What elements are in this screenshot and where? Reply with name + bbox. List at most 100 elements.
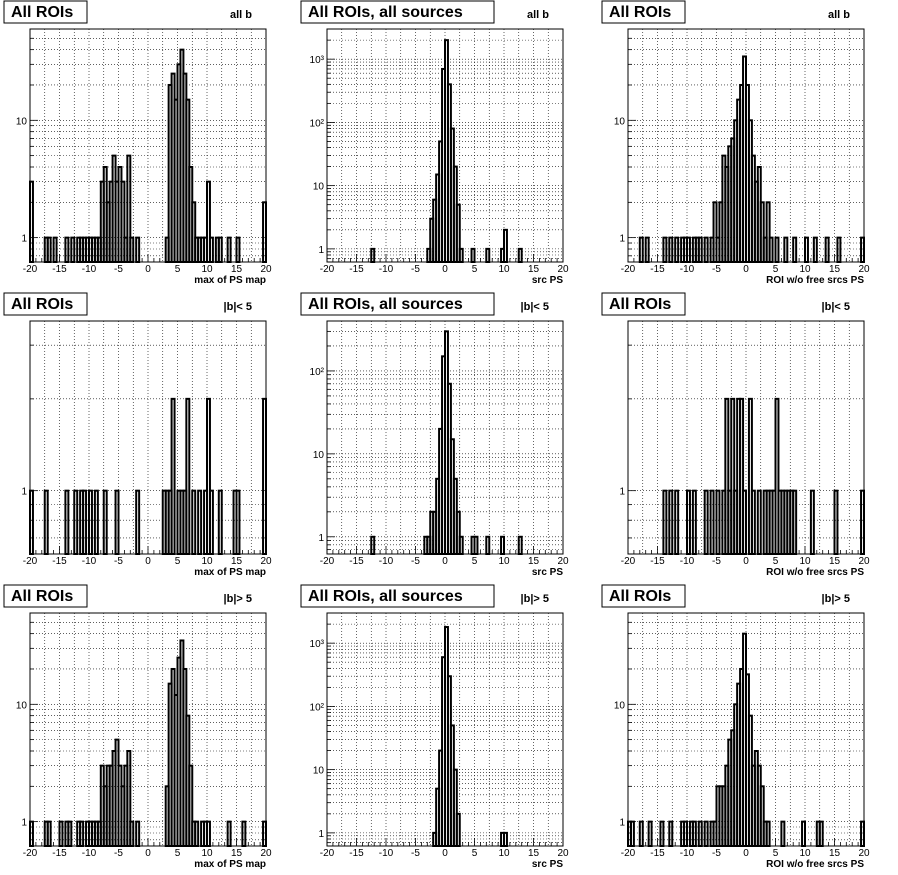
x-tick-label: 15 (528, 264, 540, 275)
x-tick-label: 10 (498, 556, 510, 567)
histogram-bar (114, 489, 120, 556)
histogram-bar (662, 489, 668, 556)
histogram-bar (235, 236, 241, 263)
x-tick-label: -5 (114, 264, 123, 275)
x-tick-label: 20 (557, 556, 569, 567)
x-tick-label: -5 (411, 556, 420, 567)
histogram-bar (206, 820, 211, 848)
x-tick-label: -20 (320, 264, 335, 275)
x-axis-label: max of PS map (194, 859, 266, 870)
y-tick-label: 10² (310, 118, 325, 129)
x-tick-label: -15 (349, 556, 364, 567)
chart-panel-p6: -20 -15 -10 -5 0 5 10 15 20 1 ROI w/o free srcs PS… (601, 292, 870, 578)
histogram-bar (67, 820, 73, 848)
histogram-bar (662, 236, 668, 263)
y-tick-label: 10 (313, 766, 325, 777)
histogram-bar (88, 489, 93, 556)
x-tick-label: 10 (498, 848, 510, 859)
x-tick-label: 15 (231, 848, 243, 859)
cut-label: |b|> 5 (224, 593, 252, 605)
histogram-bar (73, 489, 79, 556)
histogram-bar (226, 820, 232, 848)
histogram-bar (686, 489, 691, 556)
histogram-bar (824, 236, 830, 263)
x-tick-label: -15 (349, 264, 364, 275)
y-tick-label: 10 (16, 700, 28, 711)
x-tick-label: 10 (799, 848, 811, 859)
histogram-bar (792, 489, 798, 556)
histogram-bar (742, 489, 747, 556)
title-box (3, 292, 88, 316)
x-tick-label: 15 (231, 264, 243, 275)
histogram-bar (644, 236, 650, 263)
x-tick-label: -10 (379, 848, 394, 859)
histogram-bar (194, 820, 200, 848)
x-tick-label: 0 (145, 848, 151, 859)
x-axis-label: ROI w/o free srcs PS (766, 275, 864, 286)
x-tick-label: 5 (175, 848, 181, 859)
histogram-bar (46, 236, 52, 263)
histogram-bar (517, 247, 523, 263)
histogram-bar (756, 489, 762, 556)
x-axis-label: max of PS map (194, 567, 266, 578)
x-tick-label: -10 (379, 556, 394, 567)
histogram-bar (70, 236, 76, 263)
x-tick-label: 5 (175, 264, 181, 275)
histogram-bar (64, 489, 70, 556)
histogram-bar (750, 489, 756, 556)
histogram-bar (93, 489, 99, 556)
x-tick-label: 15 (829, 264, 841, 275)
histogram-bar (674, 236, 680, 263)
histogram-bar (241, 820, 247, 848)
x-tick-label: -10 (680, 264, 695, 275)
histogram-bar (809, 489, 815, 556)
panel-title: All ROIs (11, 588, 73, 605)
histogram-bar (686, 236, 691, 263)
histogram-bar (135, 489, 141, 556)
histogram-bar (668, 236, 674, 263)
histogram-bar (659, 820, 665, 848)
y-tick-label: 10² (310, 702, 325, 713)
histogram-bar (774, 236, 780, 263)
x-tick-label: 10 (201, 556, 213, 567)
y-tick-label: 1 (21, 234, 27, 245)
cut-label: |b|< 5 (521, 301, 549, 313)
y-tick-label: 10 (313, 182, 325, 193)
x-tick-label: 15 (231, 556, 243, 567)
x-tick-label: -20 (23, 264, 38, 275)
x-tick-label: -20 (23, 848, 38, 859)
cut-label: |b|> 5 (521, 593, 549, 605)
histogram-bar (836, 236, 842, 263)
x-tick-label: 0 (442, 264, 448, 275)
x-axis-label: src PS (532, 859, 563, 870)
x-tick-label: -20 (621, 556, 636, 567)
x-tick-label: 20 (858, 848, 870, 859)
x-tick-label: -5 (114, 848, 123, 859)
histogram-bar (208, 489, 214, 556)
histogram-bar (765, 820, 771, 848)
x-tick-label: -15 (650, 556, 665, 567)
panel-title: All ROIs, all sources (308, 296, 463, 313)
x-tick-label: 10 (799, 264, 811, 275)
x-tick-label: 0 (743, 264, 749, 275)
panel-title: All ROIs (11, 296, 73, 313)
x-tick-label: 20 (260, 264, 272, 275)
x-tick-label: -15 (52, 264, 67, 275)
histogram-bar (691, 489, 697, 556)
histogram-bar (102, 489, 108, 556)
cut-label: all b (230, 9, 252, 21)
histogram-bar (129, 820, 135, 848)
histogram-bar (768, 236, 774, 263)
x-tick-label: 5 (472, 848, 478, 859)
x-tick-label: 15 (528, 848, 540, 859)
x-tick-label: -5 (712, 848, 721, 859)
x-tick-label: -10 (82, 556, 97, 567)
title-box (300, 0, 495, 24)
histogram-bar (370, 247, 376, 263)
y-tick-label: 1 (318, 533, 324, 544)
histogram-bar (470, 247, 476, 263)
x-tick-label: 0 (145, 264, 151, 275)
histogram-bar (458, 247, 464, 263)
title-box (300, 292, 495, 316)
